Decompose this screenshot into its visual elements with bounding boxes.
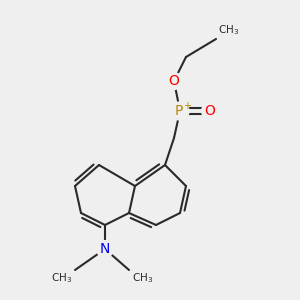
Text: CH$_3$: CH$_3$ <box>132 272 153 285</box>
Circle shape <box>97 241 113 257</box>
Text: O: O <box>205 104 215 118</box>
Circle shape <box>202 103 218 119</box>
Circle shape <box>171 102 189 120</box>
Text: CH$_3$: CH$_3$ <box>51 272 72 285</box>
Text: +: + <box>183 100 190 111</box>
Text: CH$_3$: CH$_3$ <box>218 24 239 38</box>
Circle shape <box>166 73 182 89</box>
Text: O: O <box>169 74 179 88</box>
Text: P: P <box>174 104 183 118</box>
Text: N: N <box>100 242 110 256</box>
